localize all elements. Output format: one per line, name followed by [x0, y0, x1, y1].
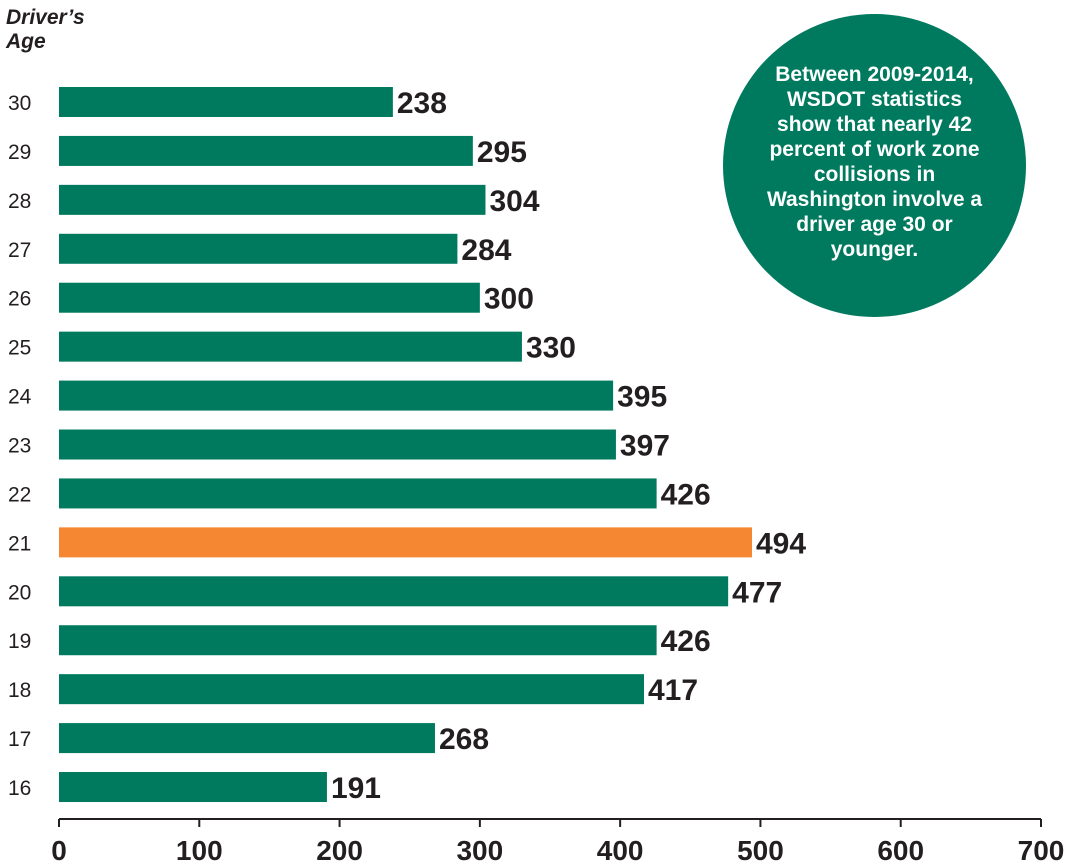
annotation-text: Between 2009-2014, WSDOT statistics show… [766, 62, 983, 261]
bar-age-17 [59, 723, 435, 754]
value-label-24: 395 [617, 381, 667, 414]
value-label-19: 426 [661, 625, 711, 658]
value-label-29: 295 [477, 136, 527, 169]
value-label-27: 284 [461, 234, 511, 267]
bar-age-22 [59, 478, 657, 509]
bar-age-26 [59, 282, 480, 313]
value-label-22: 426 [661, 478, 711, 511]
x-tick-label-100: 100 [176, 835, 223, 866]
bar-age-29 [59, 135, 473, 166]
annotation-circle: Between 2009-2014, WSDOT statistics show… [723, 14, 1026, 317]
category-label-26: 26 [8, 288, 31, 311]
bar-age-23 [59, 429, 616, 460]
bar-age-28 [59, 184, 486, 215]
value-label-16: 191 [331, 772, 381, 805]
value-label-20: 477 [732, 576, 782, 609]
value-label-25: 330 [526, 332, 576, 365]
value-label-30: 238 [397, 87, 447, 120]
bar-age-30 [59, 87, 393, 117]
value-label-18: 417 [648, 674, 698, 707]
category-label-28: 28 [8, 190, 31, 213]
category-label-30: 30 [8, 92, 31, 115]
category-label-20: 20 [8, 581, 31, 604]
category-label-21: 21 [8, 532, 31, 555]
value-label-26: 300 [484, 283, 534, 316]
bar-age-18 [59, 674, 644, 705]
category-label-24: 24 [8, 386, 32, 409]
bar-age-24 [59, 380, 614, 411]
x-tick-label-500: 500 [737, 835, 784, 866]
bar-age-25 [59, 331, 522, 362]
bar-age-21 [59, 527, 753, 558]
value-label-28: 304 [489, 185, 539, 218]
category-label-23: 23 [8, 435, 31, 458]
x-tick-label-0: 0 [51, 835, 67, 866]
bar-age-16 [59, 772, 327, 803]
category-label-29: 29 [8, 141, 31, 164]
x-tick-label-200: 200 [316, 835, 363, 866]
value-label-23: 397 [620, 430, 670, 463]
x-tick-label-700: 700 [1018, 835, 1065, 866]
bar-age-19 [59, 625, 657, 656]
y-axis-title: Driver’s Age [6, 6, 85, 53]
x-tick-label-300: 300 [456, 835, 503, 866]
category-label-27: 27 [8, 239, 31, 262]
category-label-16: 16 [8, 777, 31, 800]
x-tick-label-400: 400 [597, 835, 644, 866]
category-label-17: 17 [8, 728, 31, 751]
category-label-18: 18 [8, 679, 31, 702]
bar-age-27 [59, 233, 458, 264]
category-label-22: 22 [8, 483, 31, 506]
value-label-21: 494 [756, 527, 806, 560]
x-tick-label-600: 600 [877, 835, 924, 866]
category-label-19: 19 [8, 630, 31, 653]
category-label-25: 25 [8, 337, 31, 360]
value-label-17: 268 [439, 723, 489, 756]
bar-age-20 [59, 576, 729, 607]
